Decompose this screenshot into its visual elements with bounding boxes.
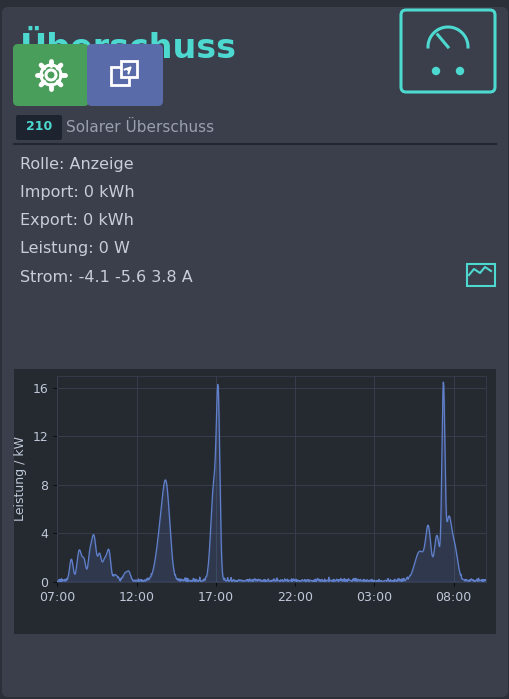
Text: Leistung: 0 W: Leistung: 0 W: [20, 241, 130, 257]
Circle shape: [432, 68, 439, 75]
Bar: [466, 264, 494, 286]
Text: Überschuss: Überschuss: [20, 32, 237, 66]
Text: Solarer Überschuss: Solarer Überschuss: [66, 120, 214, 134]
FancyBboxPatch shape: [2, 7, 507, 697]
FancyBboxPatch shape: [14, 369, 495, 634]
FancyBboxPatch shape: [13, 44, 89, 106]
FancyBboxPatch shape: [121, 61, 137, 77]
Text: 210: 210: [26, 120, 52, 134]
Text: Rolle: Anzeige: Rolle: Anzeige: [20, 157, 133, 173]
Circle shape: [456, 68, 463, 75]
FancyBboxPatch shape: [87, 44, 163, 106]
Text: Import: 0 kWh: Import: 0 kWh: [20, 185, 134, 201]
Text: Strom: -4.1 -5.6 3.8 A: Strom: -4.1 -5.6 3.8 A: [20, 270, 192, 284]
FancyBboxPatch shape: [16, 115, 62, 140]
Text: Export: 0 kWh: Export: 0 kWh: [20, 213, 134, 229]
Y-axis label: Leistung / kW: Leistung / kW: [14, 436, 27, 521]
